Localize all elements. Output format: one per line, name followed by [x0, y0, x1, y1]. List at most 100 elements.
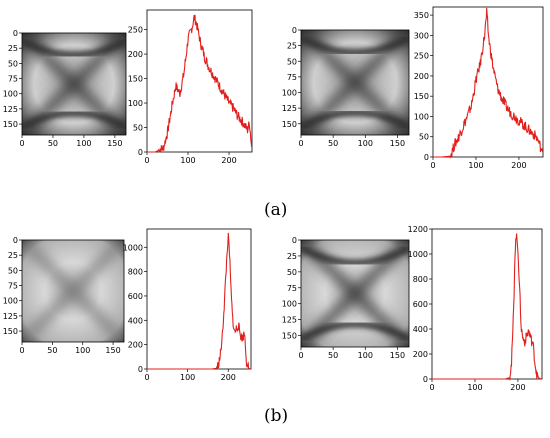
y-tick-label: 300: [414, 31, 429, 40]
plot-frame: [146, 9, 253, 153]
image-frame: [300, 239, 410, 348]
plot-frame: [431, 228, 543, 380]
y-tick-label: 75: [8, 75, 18, 84]
image-panel: 0 50 100 150 0 25 50 75 100 125 150: [3, 29, 127, 148]
histogram-plot: 0 100 200 0 50 100 150 200 250: [128, 9, 253, 165]
x-tick-label: 0: [19, 346, 24, 355]
y-tick-label: 75: [287, 284, 297, 293]
image-content: [22, 33, 126, 135]
y-tick-label: 1200: [408, 225, 428, 234]
x-tick-label: 100: [468, 161, 483, 170]
y-tick-label: 75: [287, 73, 297, 82]
y-tick-label: 50: [133, 124, 143, 133]
x-pattern-band: [301, 109, 409, 130]
y-tick-label: 0: [423, 375, 428, 384]
y-tick-label: 150: [414, 92, 429, 101]
x-tick-label: 100: [180, 156, 195, 165]
x-tick-label: 50: [328, 139, 338, 148]
x-tick-label: 0: [298, 139, 303, 148]
image-frame: [300, 29, 410, 136]
y-tick-label: 1000: [123, 243, 143, 252]
x-tick-label: 50: [47, 346, 57, 355]
x-tick-label: 50: [48, 139, 58, 148]
y-tick-label: 800: [128, 268, 143, 277]
y-tick-label: 100: [282, 89, 297, 98]
x-tick-label: 100: [358, 139, 373, 148]
plot-frame: [146, 228, 252, 370]
y-tick-label: 150: [3, 120, 18, 129]
y-tick-label: 0: [292, 236, 297, 245]
y-tick-label: 100: [414, 112, 429, 121]
y-tick-label: 150: [282, 120, 297, 129]
caption-a: (a): [264, 200, 288, 220]
x-tick-label: 100: [76, 139, 91, 148]
x-tick-label: 0: [430, 161, 435, 170]
x-tick-label: 100: [467, 383, 482, 392]
y-tick-label: 600: [128, 292, 143, 301]
image-panel: 0 50 100 150 0 25 50 75 100 125 150: [3, 236, 125, 355]
y-tick-label: 75: [8, 282, 18, 291]
y-tick-label: 0: [424, 153, 429, 162]
x-tick-label: 200: [221, 373, 236, 382]
x-tick-label: 0: [298, 351, 303, 360]
y-tick-label: 350: [414, 11, 429, 20]
y-tick-label: 0: [13, 29, 18, 38]
x-tick-label: 100: [180, 373, 195, 382]
histogram-line: [432, 233, 542, 382]
x-pattern-band: [22, 38, 126, 58]
y-tick-label: 100: [282, 300, 297, 309]
histogram-plot: 0 100 200 0 50 100 150 200 250 300 350: [414, 6, 544, 170]
y-tick-label: 800: [413, 275, 428, 284]
y-tick-label: 200: [413, 350, 428, 359]
x-tick-label: 0: [144, 373, 149, 382]
histogram-plot: 0 100 200 0 200 400 600 800 1000 1200: [408, 225, 543, 392]
y-tick-label: 400: [128, 316, 143, 325]
y-tick-label: 200: [128, 341, 143, 350]
x-tick-label: 100: [75, 346, 90, 355]
x-tick-label: 200: [221, 156, 236, 165]
y-tick-label: 50: [287, 268, 297, 277]
y-tick-label: 100: [128, 99, 143, 108]
image-content: [301, 30, 409, 135]
y-tick-label: 0: [138, 365, 143, 374]
x-pattern-band: [301, 35, 409, 56]
y-tick-label: 50: [287, 57, 297, 66]
x-tick-label: 200: [511, 161, 526, 170]
y-tick-label: 250: [414, 52, 429, 61]
y-tick-label: 50: [419, 133, 429, 142]
x-tick-label: 0: [19, 139, 24, 148]
y-tick-label: 25: [8, 251, 18, 260]
x-pattern-diagonal: [22, 240, 124, 342]
x-tick-label: 150: [390, 139, 405, 148]
y-tick-label: 125: [282, 316, 297, 325]
y-tick-label: 0: [13, 236, 18, 245]
y-tick-label: 25: [8, 44, 18, 53]
y-tick-label: 50: [8, 59, 18, 68]
x-pattern-band: [301, 321, 409, 342]
x-tick-label: 150: [105, 346, 120, 355]
y-tick-label: 125: [3, 105, 18, 114]
y-tick-label: 200: [128, 50, 143, 59]
x-pattern-band: [22, 110, 126, 130]
y-tick-label: 600: [413, 300, 428, 309]
y-tick-label: 25: [287, 252, 297, 261]
image-content: [22, 240, 124, 342]
y-tick-label: 150: [128, 75, 143, 84]
y-tick-label: 125: [3, 312, 18, 321]
y-tick-label: 1000: [408, 250, 428, 259]
x-tick-label: 150: [390, 351, 405, 360]
y-tick-label: 100: [3, 297, 18, 306]
x-tick-label: 50: [328, 351, 338, 360]
x-tick-label: 0: [429, 383, 434, 392]
histogram-line: [147, 14, 253, 153]
y-tick-label: 250: [128, 26, 143, 35]
y-tick-label: 125: [282, 104, 297, 113]
x-tick-label: 200: [510, 383, 525, 392]
y-tick-label: 400: [413, 325, 428, 334]
histogram-line: [147, 232, 251, 370]
image-panel: 0 50 100 150 0 25 50 75 100 125 150: [282, 236, 410, 360]
y-tick-label: 0: [138, 148, 143, 157]
x-tick-label: 100: [358, 351, 373, 360]
x-pattern-band: [301, 245, 409, 266]
histogram-plot: 0 100 200 0 200 400 600 800 1000: [123, 228, 252, 382]
